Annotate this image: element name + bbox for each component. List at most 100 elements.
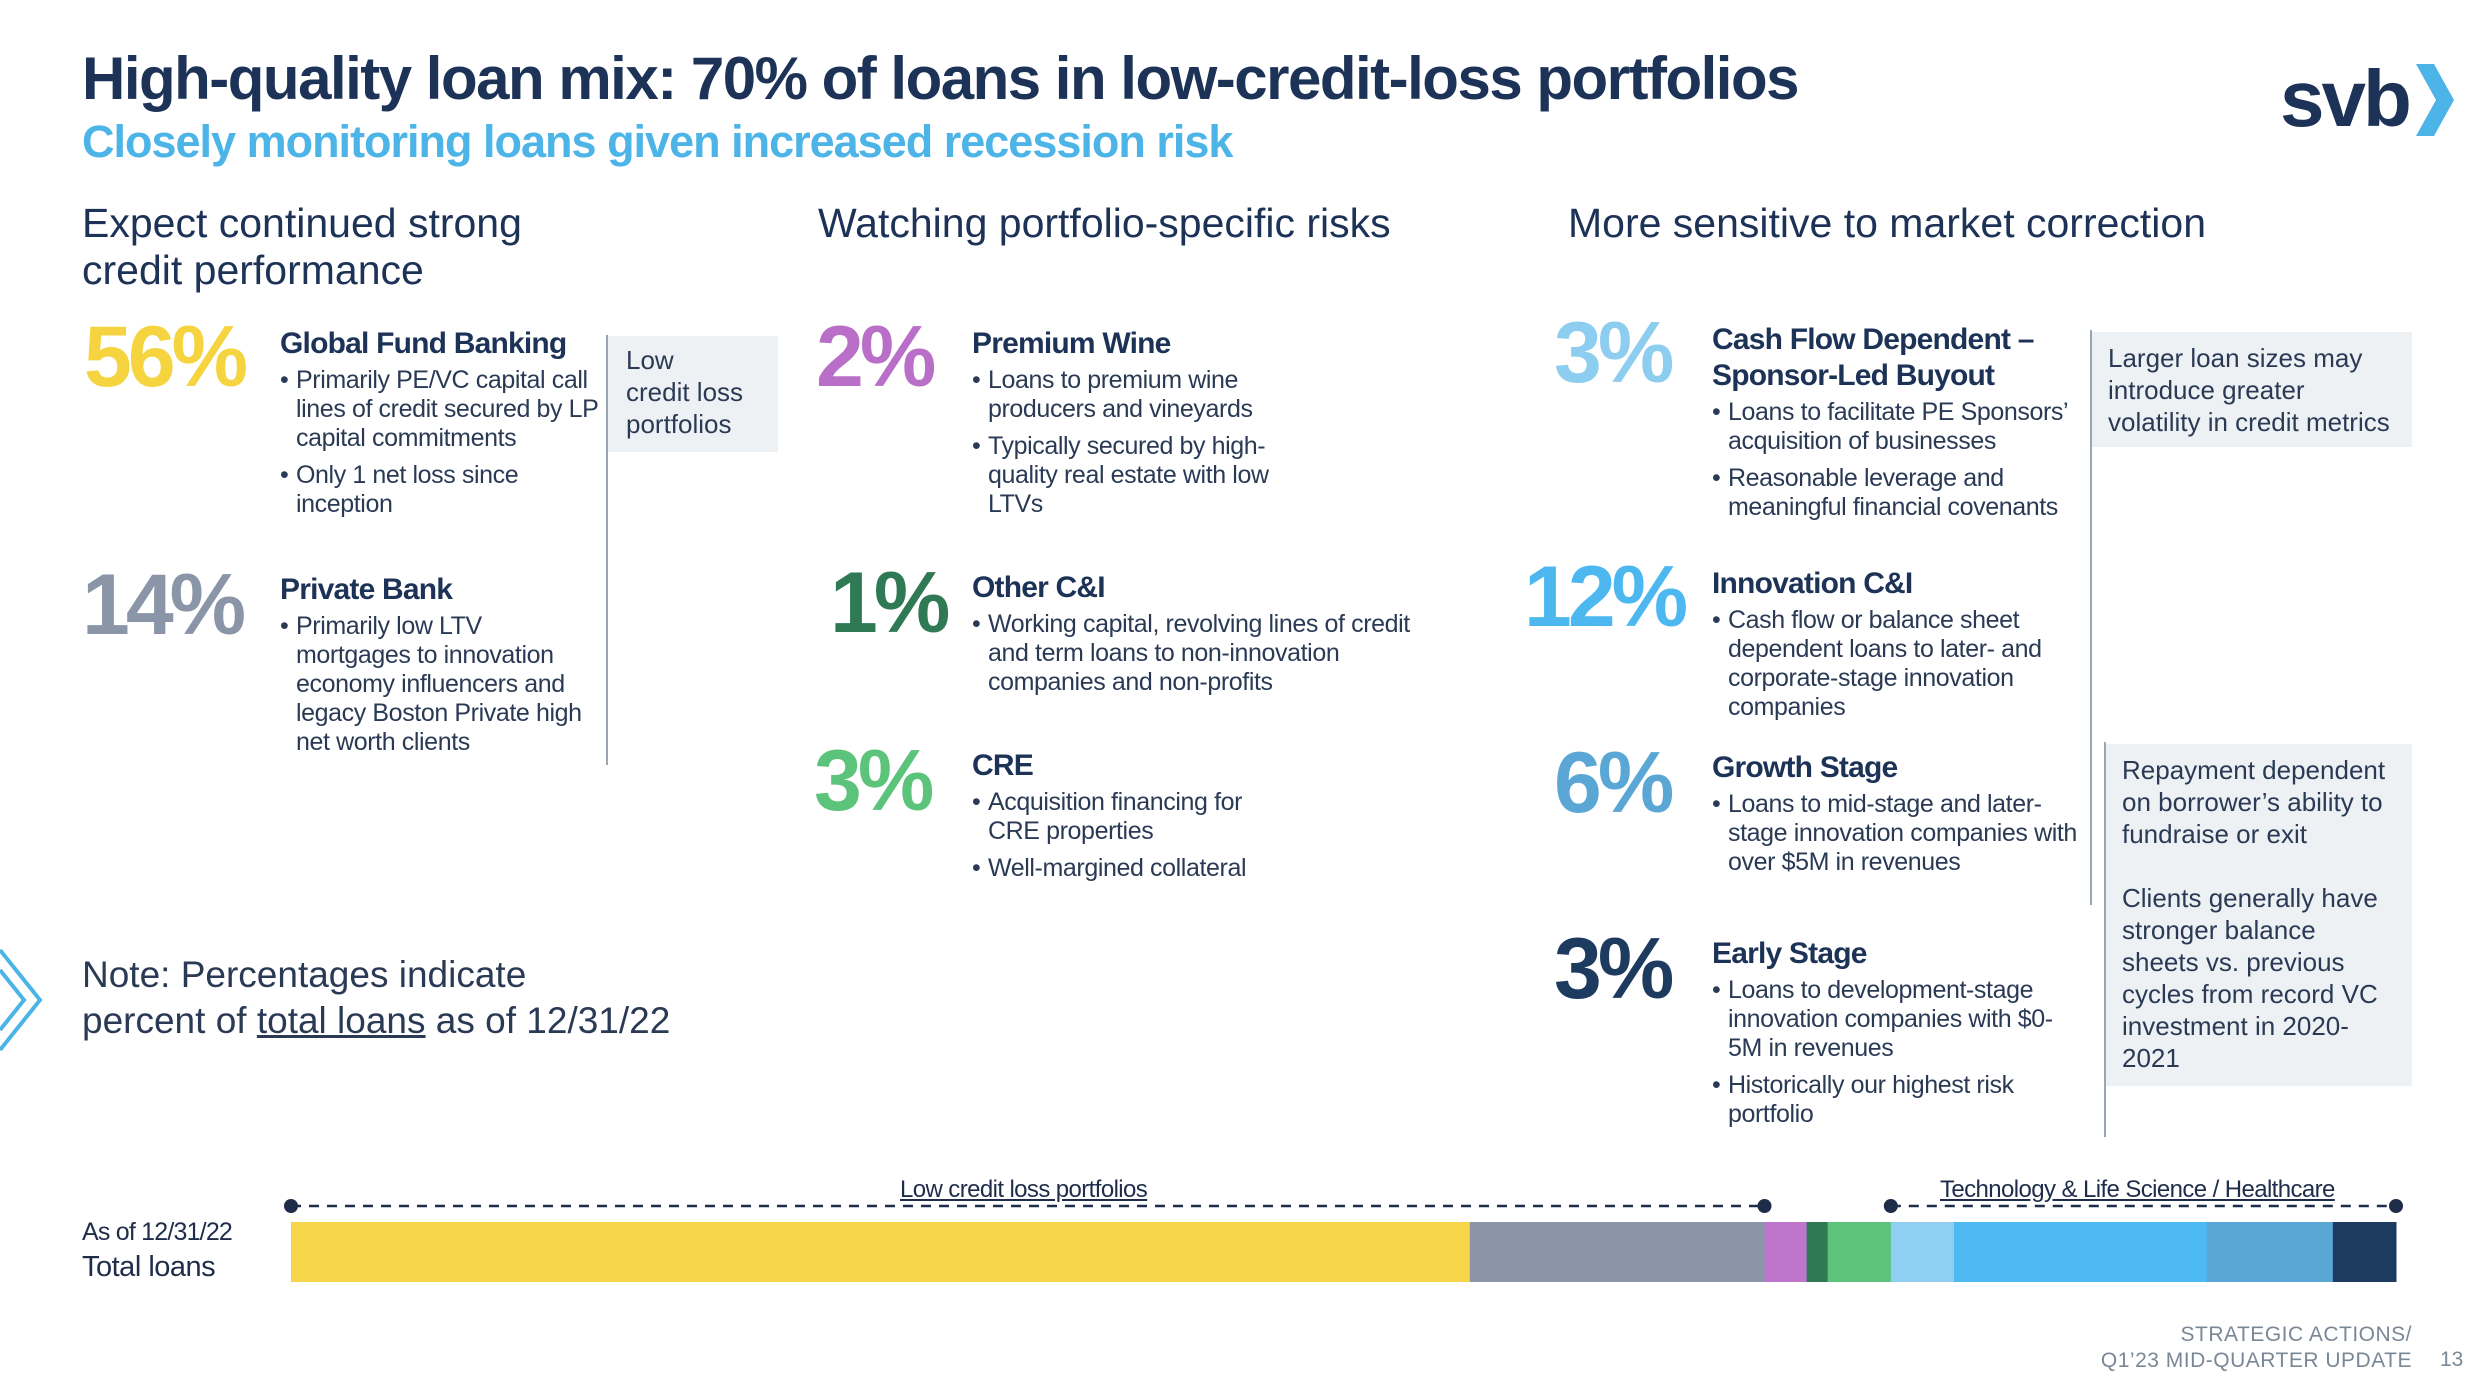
decorative-chevron-icon: [0, 948, 43, 1052]
pct-growth-stage: 6%: [1554, 735, 1674, 831]
box-paragraph: Repayment dependent on borrower’s abilit…: [2122, 755, 2386, 849]
note-text: as of 12/31/22: [425, 1000, 671, 1041]
pct-private-bank: 14%: [82, 557, 246, 653]
item-global-fund-banking: Global Fund Banking Primarily PE/VC capi…: [280, 326, 600, 527]
bar-label-date: As of 12/31/22: [82, 1218, 233, 1246]
bar-segment: [2206, 1222, 2334, 1282]
total-loans-underline: total loans: [256, 1000, 426, 1041]
bar-segment: [1764, 1222, 1808, 1282]
item-title: Innovation C&I: [1712, 567, 1913, 600]
left-heading-line2: credit performance: [82, 247, 424, 293]
bullet: Working capital, revolving lines of cred…: [972, 610, 1422, 697]
bullet: Reasonable leverage and meaningful finan…: [1712, 464, 2082, 522]
bullet: Cash flow or balance sheet dependent loa…: [1712, 606, 2082, 722]
bullet: Loans to premium wine producers and vine…: [972, 366, 1312, 424]
bar-label: As of 12/31/22 Total loans: [82, 1218, 233, 1284]
page-number: 13: [2440, 1348, 2464, 1371]
box-spacer: [2122, 850, 2396, 882]
bullet-list: Primarily low LTV mortgages to innovatio…: [280, 612, 600, 757]
bar-segment: [1890, 1222, 1955, 1282]
bullet-list: Cash flow or balance sheet dependent loa…: [1712, 606, 2082, 722]
footer: STRATEGIC ACTIONS/ Q1’23 MID-QUARTER UPD…: [2101, 1322, 2412, 1374]
bar-segment: [1827, 1222, 1892, 1282]
right-divider-lower: [2104, 742, 2106, 1137]
item-title: Premium Wine: [972, 327, 1171, 360]
item-other-ci: Other C&I Working capital, revolving lin…: [972, 570, 1422, 705]
item-innovation-ci: Innovation C&I Cash flow or balance shee…: [1712, 566, 2082, 730]
pct-premium-wine: 2%: [816, 309, 936, 405]
bullet: Loans to mid-stage and later-stage innov…: [1712, 790, 2082, 877]
bullet-list: Loans to facilitate PE Sponsors’ acquisi…: [1712, 398, 2082, 522]
bullet: Acquisition financing for CRE properties: [972, 788, 1292, 846]
note-text: percent of: [82, 1000, 257, 1041]
logo-text: svb: [2280, 54, 2412, 143]
repayment-box: Repayment dependent on borrower’s abilit…: [2106, 744, 2412, 1086]
left-divider: [606, 335, 608, 765]
item-title: Global Fund Banking: [280, 327, 567, 360]
left-heading-line1: Expect continued strong: [82, 200, 522, 246]
tech-bracket-endpoint: [1883, 1199, 1898, 1213]
bar-segment: [1953, 1222, 2208, 1282]
footer-line1: STRATEGIC ACTIONS/: [2180, 1323, 2412, 1346]
pct-global-fund-banking: 56%: [84, 309, 248, 405]
low-credit-bracket-endpoint: [284, 1199, 298, 1213]
bar-segment: [1469, 1222, 1765, 1282]
low-credit-loss-box: Low credit loss portfolios: [608, 336, 778, 452]
bar-label-total: Total loans: [82, 1251, 216, 1283]
bullet: Loans to development-stage innovation co…: [1712, 976, 2082, 1063]
tech-bracket-endpoint: [2389, 1199, 2403, 1213]
left-column-heading: Expect continued strong credit performan…: [82, 200, 522, 294]
total-loans-bar-chart: [284, 1199, 2403, 1282]
bullet-list: Working capital, revolving lines of cred…: [972, 610, 1422, 697]
note-line2: percent of total loans as of 12/31/22: [82, 998, 670, 1044]
bullet: Only 1 net loss since inception: [280, 461, 600, 519]
item-growth-stage: Growth Stage Loans to mid-stage and late…: [1712, 750, 2082, 885]
footer-line2: Q1’23 MID-QUARTER UPDATE: [2100, 1349, 2412, 1372]
bullet: Typically secured by high-quality real e…: [972, 432, 1312, 519]
item-title: Growth Stage: [1712, 751, 1898, 784]
note: Note: Percentages indicate percent of to…: [82, 952, 670, 1044]
page-subtitle: Closely monitoring loans given increased…: [82, 116, 1233, 167]
item-premium-wine: Premium Wine Loans to premium wine produ…: [972, 326, 1312, 527]
bullet: Primarily PE/VC capital call lines of cr…: [280, 366, 600, 453]
bullet-list: Loans to premium wine producers and vine…: [972, 366, 1312, 519]
middle-column-heading: Watching portfolio-specific risks: [818, 200, 1391, 246]
right-divider-upper: [2090, 330, 2092, 905]
note-line1: Note: Percentages indicate: [82, 954, 527, 995]
item-title: Early Stage: [1712, 937, 1867, 970]
item-title: CRE: [972, 749, 1034, 782]
item-sponsor-led-buyout: Cash Flow Dependent – Sponsor-Led Buyout…: [1712, 322, 2082, 530]
svb-logo: svb: [2280, 54, 2460, 144]
box-line: credit loss: [626, 377, 744, 407]
item-early-stage: Early Stage Loans to development-stage i…: [1712, 936, 2082, 1137]
bullet-list: Primarily PE/VC capital call lines of cr…: [280, 366, 600, 519]
bar-segment: [2332, 1222, 2397, 1282]
bullet-list: Acquisition financing for CRE properties…: [972, 788, 1292, 883]
logo-chevron-icon: [2416, 64, 2454, 136]
bullet: Well-margined collateral: [972, 854, 1292, 883]
item-private-bank: Private Bank Primarily low LTV mortgages…: [280, 572, 600, 765]
bullet: Primarily low LTV mortgages to innovatio…: [280, 612, 600, 757]
low-credit-bracket-endpoint: [1757, 1199, 1772, 1213]
box-line: portfolios: [626, 409, 732, 439]
item-cre: CRE Acquisition financing for CRE proper…: [972, 748, 1292, 891]
bullet: Historically our highest risk portfolio: [1712, 1071, 2082, 1129]
bar-segment: [1806, 1222, 1829, 1282]
bullet: Loans to facilitate PE Sponsors’ acquisi…: [1712, 398, 2082, 456]
item-title: Other C&I: [972, 571, 1106, 604]
page-title: High-quality loan mix: 70% of loans in l…: [82, 45, 1799, 112]
pct-sponsor-led-buyout: 3%: [1554, 305, 1674, 401]
pct-cre: 3%: [814, 733, 934, 829]
item-title-line1: Cash Flow Dependent –: [1712, 323, 2034, 356]
volatility-box: Larger loan sizes may introduce greater …: [2092, 332, 2412, 447]
pct-early-stage: 3%: [1554, 921, 1674, 1017]
bullet-list: Loans to development-stage innovation co…: [1712, 976, 2082, 1129]
legend-technology-life-science: Technology & Life Science / Healthcare: [1940, 1176, 2335, 1203]
pct-other-ci: 1%: [830, 555, 950, 651]
bullet-list: Loans to mid-stage and later-stage innov…: [1712, 790, 2082, 877]
legend-low-credit-loss: Low credit loss portfolios: [900, 1176, 1148, 1203]
right-column-heading: More sensitive to market correction: [1568, 200, 2207, 246]
box-line: Low: [626, 345, 674, 375]
item-title-line2: Sponsor-Led Buyout: [1712, 359, 1995, 392]
box-paragraph: Clients generally have stronger balance …: [2122, 883, 2378, 1073]
